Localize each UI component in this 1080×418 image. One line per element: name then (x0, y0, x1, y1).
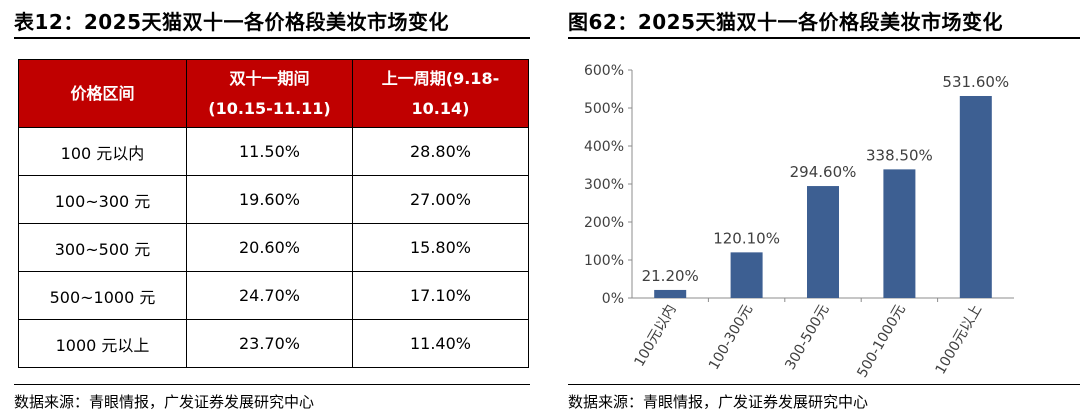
table-row: 100 元以内 11.50% 28.80% (18, 127, 529, 176)
x-tick-label: 500-1000元 (854, 302, 909, 380)
x-tick-label: 100-300元 (706, 302, 756, 373)
price-segment-table: 价格区间 双十一期间 (10.15-11.11) 上一周期(9.18- 10.1… (18, 59, 529, 368)
table-panel: 表12：2025天猫双十一各价格段美妆市场变化 价格区间 双十一期间 (10.1… (0, 0, 530, 418)
header-previous-period: 上一周期(9.18- 10.14) (352, 59, 529, 128)
table-cell: 300~500 元 (18, 223, 187, 272)
bar (654, 289, 687, 298)
header-line: 价格区间 (70, 83, 135, 103)
chart-title: 图62：2025天猫双十一各价格段美妆市场变化 (568, 10, 1003, 34)
table-cell: 28.80% (352, 127, 529, 176)
bar-chart: 0% 100% 200% 300% 400% 500% 600% 21.20% 100元以内 12… (584, 63, 1014, 380)
table-cell: 15.80% (352, 223, 529, 272)
x-tick-label: 100元以内 (631, 302, 679, 370)
table-cell: 27.00% (352, 175, 529, 224)
header-double11-period: 双十一期间 (10.15-11.11) (186, 59, 353, 128)
table-row: 1000 元以上 23.70% 11.40% (18, 319, 529, 368)
source-divider (14, 384, 530, 385)
bar-value-label: 21.20% (642, 267, 699, 285)
y-tick-label: 400% (584, 139, 624, 155)
bar-value-label: 531.60% (942, 73, 1009, 91)
y-tick-label: 300% (584, 177, 624, 193)
x-tick-label: 300-500元 (782, 302, 832, 373)
table-title: 表12：2025天猫双十一各价格段美妆市场变化 (14, 10, 449, 34)
bar (883, 169, 916, 298)
header-price-range: 价格区间 (18, 59, 187, 128)
table-cell: 11.50% (186, 127, 353, 176)
table-cell: 1000 元以上 (18, 319, 187, 368)
table-cell: 23.70% (186, 319, 353, 368)
chart-source-note: 数据来源：青眼情报，广发证券发展研究中心 (568, 393, 869, 411)
y-tick-label: 500% (584, 101, 624, 117)
y-tick-label: 100% (584, 253, 624, 269)
bar-value-label: 120.10% (713, 229, 780, 247)
bar-value-label: 294.60% (790, 163, 857, 181)
bar-value-label: 338.50% (866, 146, 933, 164)
table-cell: 20.60% (186, 223, 353, 272)
table-cell: 500~1000 元 (18, 271, 187, 320)
bar (730, 252, 763, 298)
table-cell: 24.70% (186, 271, 353, 320)
header-line: 双十一期间 (229, 68, 310, 88)
header-line: (10.15-11.11) (208, 98, 331, 118)
table-cell: 11.40% (352, 319, 529, 368)
header-line: 上一周期(9.18- (381, 68, 500, 88)
bar (807, 186, 839, 298)
title-divider (14, 37, 530, 39)
x-tick-label: 1000元以上 (933, 302, 986, 377)
table-cell: 100 元以内 (18, 127, 187, 176)
table-source-note: 数据来源：青眼情报，广发证券发展研究中心 (14, 393, 315, 411)
header-line: 10.14) (411, 98, 470, 118)
table-header-row: 价格区间 双十一期间 (10.15-11.11) 上一周期(9.18- 10.1… (18, 59, 529, 128)
table-row: 300~500 元 20.60% 15.80% (18, 223, 529, 272)
y-tick-label: 200% (584, 215, 624, 231)
bar (959, 95, 992, 298)
title-divider (568, 37, 1080, 39)
table-row: 100~300 元 19.60% 27.00% (18, 175, 529, 224)
chart-panel: 图62：2025天猫双十一各价格段美妆市场变化 0% 100% 200% 300% 40… (562, 0, 1080, 418)
y-tick-label: 0% (602, 291, 624, 307)
source-divider (568, 384, 1080, 385)
table-row: 500~1000 元 24.70% 17.10% (18, 271, 529, 320)
y-tick-label: 600% (584, 63, 624, 79)
table-cell: 19.60% (186, 175, 353, 224)
table-cell: 17.10% (352, 271, 529, 320)
table-cell: 100~300 元 (18, 175, 187, 224)
